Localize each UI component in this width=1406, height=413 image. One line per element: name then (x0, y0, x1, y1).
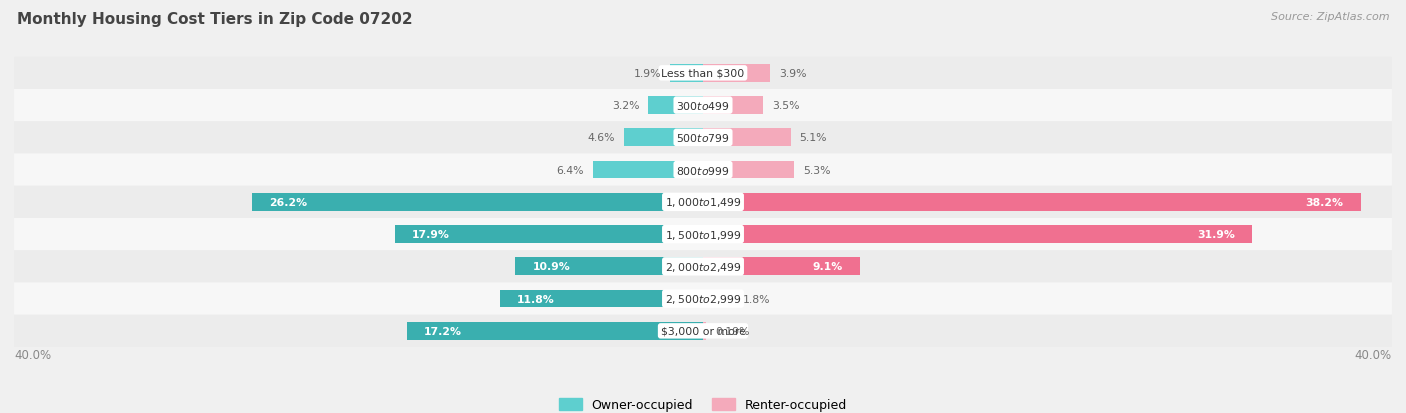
FancyBboxPatch shape (14, 122, 1392, 154)
FancyBboxPatch shape (14, 57, 1392, 90)
Text: 10.9%: 10.9% (533, 262, 571, 272)
Text: 38.2%: 38.2% (1306, 197, 1344, 207)
Text: Monthly Housing Cost Tiers in Zip Code 07202: Monthly Housing Cost Tiers in Zip Code 0… (17, 12, 412, 27)
Text: 31.9%: 31.9% (1198, 230, 1236, 240)
Text: 5.1%: 5.1% (800, 133, 827, 143)
Text: 3.5%: 3.5% (772, 101, 800, 111)
Bar (703, 65, 770, 83)
Text: Source: ZipAtlas.com: Source: ZipAtlas.com (1271, 12, 1389, 22)
Bar (703, 322, 706, 340)
Text: $2,500 to $2,999: $2,500 to $2,999 (665, 292, 741, 305)
Text: $500 to $799: $500 to $799 (676, 132, 730, 144)
FancyBboxPatch shape (14, 186, 1392, 218)
Text: $800 to $999: $800 to $999 (676, 164, 730, 176)
Text: 5.3%: 5.3% (803, 165, 831, 175)
Bar (593, 161, 703, 179)
Text: 4.6%: 4.6% (588, 133, 616, 143)
Text: $1,500 to $1,999: $1,500 to $1,999 (665, 228, 741, 241)
Bar (395, 225, 703, 243)
Bar (499, 290, 703, 308)
FancyBboxPatch shape (14, 283, 1392, 315)
Text: 40.0%: 40.0% (14, 348, 51, 361)
Text: 17.9%: 17.9% (412, 230, 450, 240)
Text: $300 to $499: $300 to $499 (676, 100, 730, 112)
Text: $2,000 to $2,499: $2,000 to $2,499 (665, 260, 741, 273)
Text: $1,000 to $1,499: $1,000 to $1,499 (665, 196, 741, 209)
Text: $3,000 or more: $3,000 or more (661, 326, 745, 336)
FancyBboxPatch shape (14, 251, 1392, 283)
Bar (703, 290, 734, 308)
Text: 3.2%: 3.2% (612, 101, 640, 111)
Text: 1.9%: 1.9% (634, 69, 662, 78)
FancyBboxPatch shape (14, 315, 1392, 347)
Text: 17.2%: 17.2% (425, 326, 463, 336)
Bar (624, 129, 703, 147)
FancyBboxPatch shape (14, 154, 1392, 186)
Bar (515, 258, 703, 275)
Bar (252, 194, 703, 211)
Text: 26.2%: 26.2% (269, 197, 307, 207)
Text: 9.1%: 9.1% (813, 262, 842, 272)
Text: Less than $300: Less than $300 (661, 69, 745, 78)
Text: 0.19%: 0.19% (714, 326, 749, 336)
Bar (648, 97, 703, 115)
Text: 1.8%: 1.8% (742, 294, 770, 304)
Bar (703, 161, 794, 179)
Text: 3.9%: 3.9% (779, 69, 806, 78)
Text: 6.4%: 6.4% (557, 165, 583, 175)
FancyBboxPatch shape (14, 90, 1392, 122)
Bar (703, 258, 859, 275)
Text: 11.8%: 11.8% (517, 294, 555, 304)
Legend: Owner-occupied, Renter-occupied: Owner-occupied, Renter-occupied (554, 393, 852, 413)
Bar (703, 129, 790, 147)
Bar (703, 225, 1253, 243)
Text: 40.0%: 40.0% (1355, 348, 1392, 361)
Bar (406, 322, 703, 340)
FancyBboxPatch shape (14, 218, 1392, 251)
Bar (703, 194, 1361, 211)
Bar (703, 97, 763, 115)
Bar (671, 65, 703, 83)
